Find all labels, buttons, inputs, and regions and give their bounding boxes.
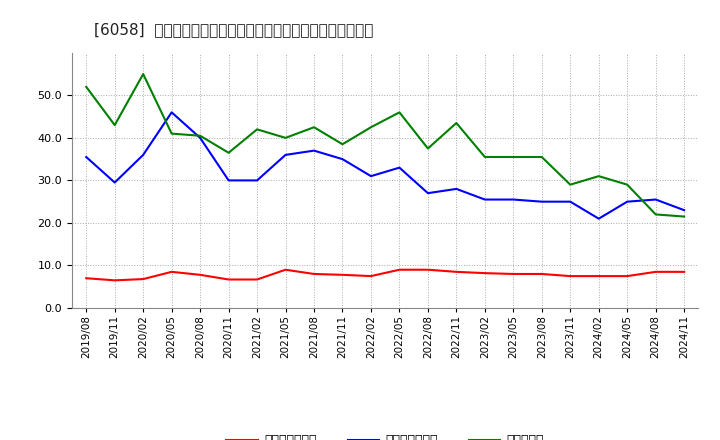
- 在庫回転率: [509, 154, 518, 160]
- 買入債務回転率: [395, 165, 404, 170]
- 売上債権回転率: [537, 271, 546, 277]
- 買入債務回転率: [225, 178, 233, 183]
- 買入債務回転率: [139, 152, 148, 158]
- 売上債権回転率: [595, 273, 603, 279]
- 買入債務回転率: [480, 197, 489, 202]
- 売上債権回転率: [480, 271, 489, 276]
- 売上債権回転率: [110, 278, 119, 283]
- 売上債権回転率: [566, 273, 575, 279]
- 売上債権回転率: [282, 267, 290, 272]
- 在庫回転率: [338, 142, 347, 147]
- 在庫回転率: [310, 125, 318, 130]
- 買入債務回転率: [623, 199, 631, 204]
- 買入債務回転率: [167, 110, 176, 115]
- 在庫回転率: [366, 125, 375, 130]
- 在庫回転率: [423, 146, 432, 151]
- 在庫回転率: [395, 110, 404, 115]
- 売上債権回転率: [82, 275, 91, 281]
- 在庫回転率: [282, 135, 290, 140]
- 売上債権回転率: [225, 277, 233, 282]
- 買入債務回転率: [595, 216, 603, 221]
- 在庫回転率: [139, 71, 148, 77]
- Line: 売上債権回転率: 売上債権回転率: [86, 270, 684, 280]
- 売上債権回転率: [310, 271, 318, 277]
- Line: 買入債務回転率: 買入債務回転率: [86, 112, 684, 219]
- Text: [6058]  売上債権回転率、買入債務回転率、在庫回転率の推移: [6058] 売上債権回転率、買入債務回転率、在庫回転率の推移: [94, 22, 373, 37]
- 在庫回転率: [680, 214, 688, 219]
- 売上債権回転率: [139, 276, 148, 282]
- 買入債務回転率: [566, 199, 575, 204]
- 買入債務回転率: [366, 173, 375, 179]
- 買入債務回転率: [338, 157, 347, 162]
- 買入債務回転率: [310, 148, 318, 153]
- 売上債権回転率: [680, 269, 688, 275]
- 売上債権回転率: [196, 272, 204, 278]
- 買入債務回転率: [282, 152, 290, 158]
- 在庫回転率: [652, 212, 660, 217]
- 在庫回転率: [595, 173, 603, 179]
- 買入債務回転率: [196, 135, 204, 140]
- Line: 在庫回転率: 在庫回転率: [86, 74, 684, 216]
- 在庫回転率: [566, 182, 575, 187]
- 売上債権回転率: [652, 269, 660, 275]
- 在庫回転率: [82, 84, 91, 89]
- 買入債務回転率: [509, 197, 518, 202]
- 売上債権回転率: [623, 273, 631, 279]
- 売上債権回転率: [253, 277, 261, 282]
- 買入債務回転率: [110, 180, 119, 185]
- 在庫回転率: [196, 133, 204, 139]
- 買入債務回転率: [680, 208, 688, 213]
- 売上債権回転率: [509, 271, 518, 277]
- 在庫回転率: [110, 122, 119, 128]
- 在庫回転率: [537, 154, 546, 160]
- 売上債権回転率: [452, 269, 461, 275]
- 在庫回転率: [253, 127, 261, 132]
- 売上債権回転率: [167, 269, 176, 275]
- 在庫回転率: [623, 182, 631, 187]
- 売上債権回転率: [423, 267, 432, 272]
- 在庫回転率: [452, 121, 461, 126]
- 在庫回転率: [480, 154, 489, 160]
- 買入債務回転率: [253, 178, 261, 183]
- 買入債務回転率: [652, 197, 660, 202]
- 買入債務回転率: [537, 199, 546, 204]
- 在庫回転率: [225, 150, 233, 155]
- 在庫回転率: [167, 131, 176, 136]
- 売上債権回転率: [395, 267, 404, 272]
- 買入債務回転率: [82, 154, 91, 160]
- 売上債権回転率: [366, 273, 375, 279]
- 買入債務回転率: [452, 186, 461, 191]
- 買入債務回転率: [423, 191, 432, 196]
- Legend: 売上債権回転率, 買入債務回転率, 在庫回転率: 売上債権回転率, 買入債務回転率, 在庫回転率: [222, 429, 549, 440]
- 売上債権回転率: [338, 272, 347, 278]
